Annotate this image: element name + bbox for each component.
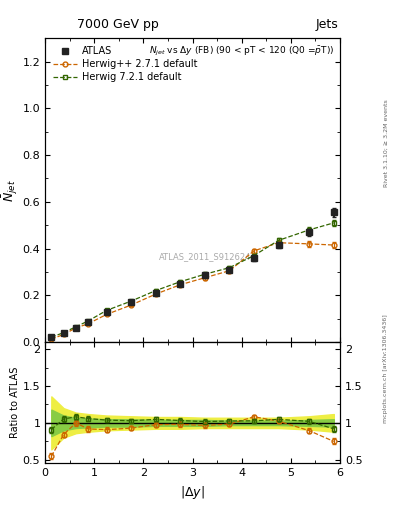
Legend: ATLAS, Herwig++ 2.7.1 default, Herwig 7.2.1 default: ATLAS, Herwig++ 2.7.1 default, Herwig 7.…: [50, 43, 200, 85]
Y-axis label: Ratio to ATLAS: Ratio to ATLAS: [10, 367, 20, 438]
Text: 7000 GeV pp: 7000 GeV pp: [77, 18, 159, 31]
Y-axis label: $\bar{N}_{jet}$: $\bar{N}_{jet}$: [0, 179, 20, 202]
X-axis label: $|\Delta y|$: $|\Delta y|$: [180, 484, 205, 501]
Text: $N_{jet}$ vs $\Delta y$ (FB) (90 < pT < 120 (Q0 =$\bar{p}$T)): $N_{jet}$ vs $\Delta y$ (FB) (90 < pT < …: [149, 45, 334, 57]
Text: mcplots.cern.ch [arXiv:1306.3436]: mcplots.cern.ch [arXiv:1306.3436]: [384, 314, 388, 423]
Text: Jets: Jets: [315, 18, 338, 31]
Text: Rivet 3.1.10; ≥ 3.2M events: Rivet 3.1.10; ≥ 3.2M events: [384, 99, 388, 187]
Text: ATLAS_2011_S9126244: ATLAS_2011_S9126244: [158, 252, 256, 262]
